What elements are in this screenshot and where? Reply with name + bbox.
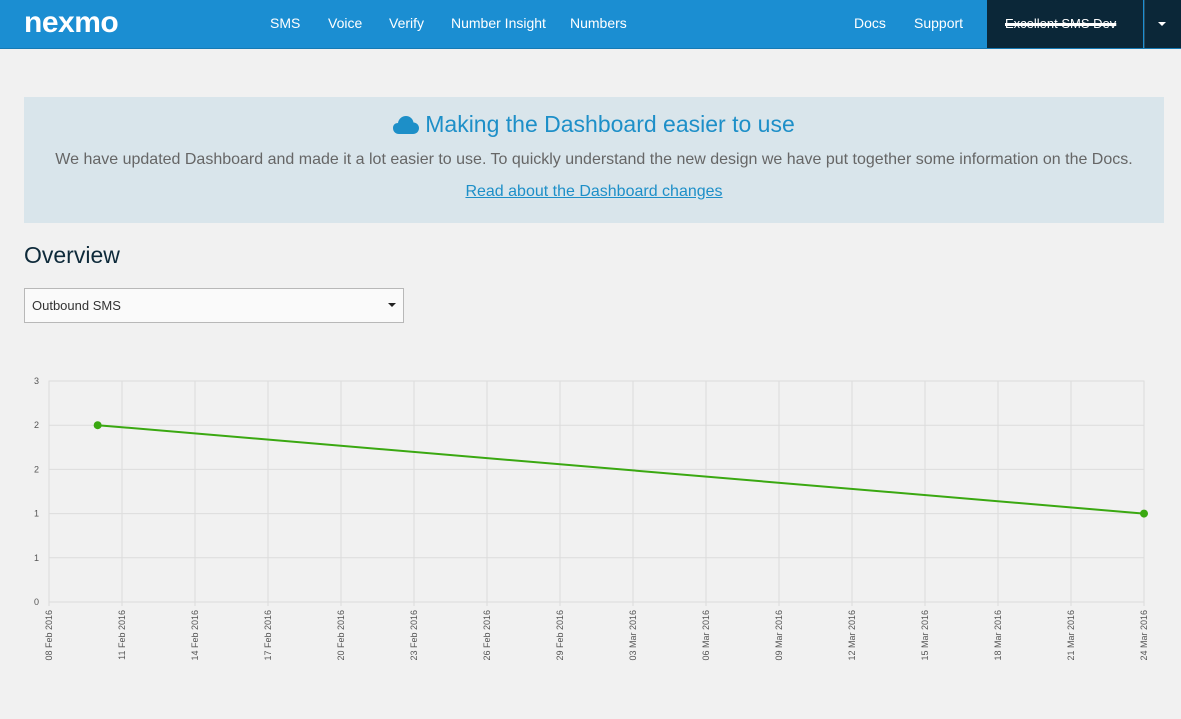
plot-area: [48, 380, 1145, 603]
nav-verify[interactable]: Verify: [389, 15, 425, 31]
data-point: [1140, 509, 1148, 518]
nav-number-insight[interactable]: Number Insight: [451, 15, 546, 31]
x-tick-label: 03 Mar 2016: [628, 610, 638, 661]
account-menu[interactable]: Excellent SMS Dev: [987, 0, 1143, 48]
x-tick-label: 12 Mar 2016: [847, 610, 857, 661]
overview-heading: Overview: [24, 242, 120, 268]
series-line: [97, 424, 1145, 515]
select-arrow-icon: [388, 303, 396, 307]
y-tick-label: 1: [34, 553, 39, 563]
metric-select-value: Outbound SMS: [32, 298, 121, 313]
nav-sms[interactable]: SMS: [270, 15, 301, 31]
info-banner: Making the Dashboard easier to use We ha…: [24, 97, 1164, 223]
x-tick-label: 17 Feb 2016: [263, 610, 273, 661]
nav-support[interactable]: Support: [914, 15, 964, 31]
nav-numbers[interactable]: Numbers: [570, 15, 627, 31]
x-tick-label: 09 Mar 2016: [774, 610, 784, 661]
banner-title-text: Making the Dashboard easier to use: [425, 111, 795, 137]
x-tick-label: 08 Feb 2016: [44, 610, 54, 661]
y-tick-label: 2: [34, 464, 39, 474]
x-tick-label: 24 Mar 2016: [1139, 610, 1149, 661]
data-point: [93, 421, 102, 430]
account-name: Excellent SMS Dev: [1005, 16, 1117, 31]
nav-docs[interactable]: Docs: [854, 15, 886, 31]
y-tick-label: 0: [34, 597, 39, 607]
nexmo-logo[interactable]: nexmo: [24, 6, 119, 39]
dashboard-changes-link[interactable]: Read about the Dashboard changes: [465, 183, 723, 200]
y-tick-label: 3: [34, 376, 39, 386]
x-tick-label: 18 Mar 2016: [993, 610, 1003, 661]
caret-down-icon: [1158, 22, 1166, 26]
metric-select[interactable]: Outbound SMS: [24, 288, 404, 323]
nav-voice[interactable]: Voice: [328, 15, 363, 31]
banner-text: We have updated Dashboard and made it a …: [55, 151, 1133, 168]
x-tick-label: 29 Feb 2016: [555, 610, 565, 661]
x-tick-label: 21 Mar 2016: [1066, 610, 1076, 661]
overview-line-chart: 0 1 1 2 2 3 08 Feb 2016 11 Feb 2016 14 Feb 2016 1…: [34, 376, 1149, 661]
cloud-icon: [393, 116, 420, 134]
y-tick-label: 2: [34, 420, 39, 430]
account-dropdown-toggle[interactable]: [1144, 0, 1181, 48]
x-tick-label: 20 Feb 2016: [336, 610, 346, 661]
x-tick-label: 26 Feb 2016: [482, 610, 492, 661]
x-tick-label: 23 Feb 2016: [409, 610, 419, 661]
x-tick-label: 15 Mar 2016: [920, 610, 930, 661]
x-tick-label: 06 Mar 2016: [701, 610, 711, 661]
y-tick-label: 1: [34, 509, 39, 519]
top-nav-bar: nexmo SMS Voice Verify Number Insight Nu…: [0, 0, 1181, 49]
x-tick-label: 11 Feb 2016: [117, 610, 127, 660]
banner-title: Making the Dashboard easier to use: [24, 111, 1164, 138]
x-tick-label: 14 Feb 2016: [190, 610, 200, 661]
